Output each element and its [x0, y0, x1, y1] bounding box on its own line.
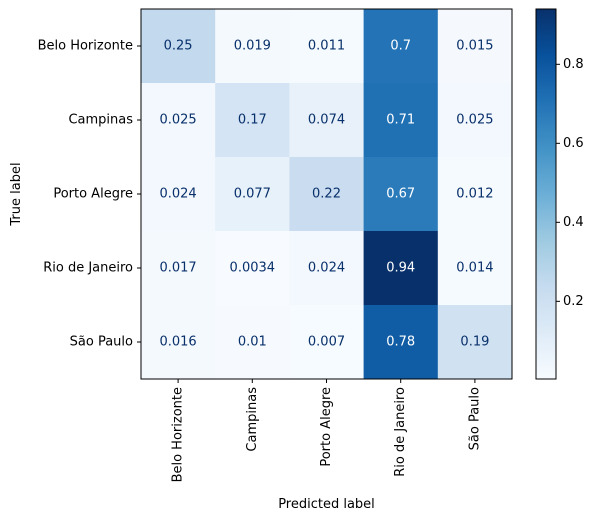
cell-value-label: 0.024 [308, 261, 345, 276]
x-axis-ticks: Belo Horizonte Campinas Porto Alegre Rio de… [171, 379, 482, 482]
heatmap-cell [437, 9, 513, 84]
heatmap-cell-labels: 0.25 0.019 0.011 0.7 0.015 0.025 0.17 0.074 0.71… [159, 39, 493, 350]
cell-value-label: 0.7 [390, 39, 411, 54]
colorbar-tick-label: 0.4 [563, 215, 584, 230]
cell-value-label: 0.007 [308, 335, 345, 350]
x-tick-label: Rio de Janeiro [393, 387, 408, 477]
cell-value-label: 0.17 [238, 113, 267, 128]
cell-value-label: 0.01 [238, 335, 267, 350]
y-tick-label: Rio de Janeiro [43, 261, 133, 276]
heatmap-cell [289, 9, 365, 84]
cell-value-label: 0.011 [308, 39, 345, 54]
heatmap-cell [363, 305, 439, 380]
cell-value-label: 0.015 [456, 39, 493, 54]
cell-value-label: 0.25 [164, 39, 193, 54]
y-tick-label: Campinas [68, 113, 133, 128]
heatmap-cells [141, 9, 513, 380]
heatmap-cell [215, 305, 290, 380]
cell-value-label: 0.19 [460, 335, 489, 350]
heatmap-cell [289, 231, 365, 306]
heatmap-cell [437, 83, 513, 158]
cell-value-label: 0.016 [159, 335, 196, 350]
cell-value-label: 0.012 [456, 187, 493, 202]
heatmap-cell [363, 83, 439, 158]
heatmap-cell [215, 231, 290, 306]
heatmap-cell [289, 157, 365, 232]
heatmap-cell [141, 9, 216, 84]
colorbar-ticks: 0.2 0.4 0.6 0.8 [556, 57, 584, 309]
heatmap-cell [141, 83, 216, 158]
cell-value-label: 0.077 [234, 187, 271, 202]
x-axis-title: Predicted label [278, 497, 375, 512]
x-tick-label: Campinas [245, 387, 260, 452]
cell-value-label: 0.94 [386, 261, 415, 276]
y-axis-title: True label [9, 162, 24, 226]
colorbar [535, 8, 557, 380]
heatmap-cell [363, 157, 439, 232]
y-tick-label: Belo Horizonte [38, 39, 133, 54]
cell-value-label: 0.22 [312, 187, 341, 202]
cell-value-label: 0.019 [234, 39, 271, 54]
cell-value-label: 0.017 [159, 261, 196, 276]
colorbar-tick-label: 0.2 [563, 294, 584, 309]
y-axis-ticks: Belo Horizonte Campinas Porto Alegre Rio de… [38, 39, 141, 350]
cell-value-label: 0.014 [456, 261, 493, 276]
heatmap-cell [141, 231, 216, 306]
heatmap-cell [363, 9, 439, 84]
y-tick-label: São Paulo [70, 335, 133, 350]
x-tick-label: Porto Alegre [319, 387, 334, 467]
heatmap-cell [289, 83, 365, 158]
cell-value-label: 0.024 [159, 187, 196, 202]
heatmap-cell [215, 83, 290, 158]
cell-value-label: 0.78 [386, 335, 415, 350]
cell-value-label: 0.025 [456, 113, 493, 128]
heatmap-cell [437, 305, 513, 380]
heatmap-cell [363, 231, 439, 306]
heatmap-cell [141, 157, 216, 232]
x-tick-label: São Paulo [467, 387, 482, 450]
heatmap-cell [215, 157, 290, 232]
heatmap-cell [141, 305, 216, 380]
heatmap-cell [289, 305, 365, 380]
cell-value-label: 0.074 [308, 113, 345, 128]
colorbar-tick-label: 0.6 [563, 136, 584, 151]
x-tick-label: Belo Horizonte [171, 387, 186, 482]
cell-value-label: 0.67 [386, 187, 415, 202]
cell-value-label: 0.71 [386, 113, 415, 128]
heatmap-cell [437, 231, 513, 306]
colorbar-tick-label: 0.8 [563, 57, 584, 72]
y-tick-label: Porto Alegre [53, 187, 133, 202]
cell-value-label: 0.025 [159, 113, 196, 128]
heatmap-cell [437, 157, 513, 232]
cell-value-label: 0.0034 [230, 261, 276, 276]
heatmap-cell [215, 9, 290, 84]
